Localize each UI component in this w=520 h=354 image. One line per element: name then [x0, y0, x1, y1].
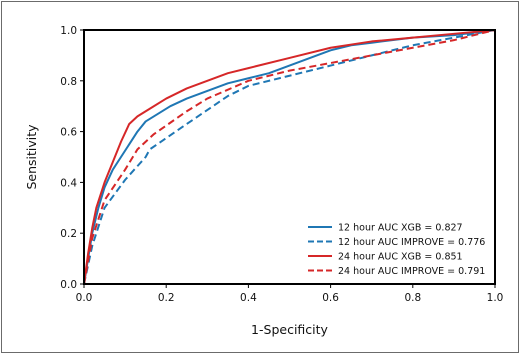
x-tick-label: 0.4 [240, 292, 257, 304]
x-tick-label: 0.6 [322, 292, 339, 304]
y-tick-label: 0.6 [60, 127, 77, 139]
y-tick-label: 1.0 [60, 25, 77, 37]
plot-area [83, 29, 496, 285]
x-tick-label: 0.8 [404, 292, 421, 304]
series-layer [83, 29, 496, 285]
series-line-4 [83, 29, 496, 285]
legend-label-1: 12 hour AUC XGB = 0.827 [338, 223, 463, 234]
legend-label-2: 12 hour AUC IMPROVE = 0.776 [338, 237, 485, 248]
legend-label-4: 24 hour AUC IMPROVE = 0.791 [338, 266, 485, 277]
legend-label-3: 24 hour AUC XGB = 0.851 [338, 252, 463, 263]
y-tick-label: 0.0 [60, 279, 77, 291]
x-axis-label: 1-Specificity [251, 322, 328, 337]
x-tick-label: 0.0 [76, 292, 93, 304]
y-axis-label: Sensitivity [24, 124, 39, 190]
series-line-2 [83, 29, 496, 285]
x-tick-label: 0.2 [158, 292, 175, 304]
series-line-3 [83, 29, 496, 285]
y-tick-label: 0.4 [60, 177, 77, 189]
x-tick-label: 1.0 [487, 292, 504, 304]
y-tick-label: 0.2 [60, 228, 77, 240]
ticks-layer: 0.0 0.2 0.4 0.6 0.8 1.0 0.0 0.2 0.4 0.6 0.8 1.0 [60, 25, 503, 304]
y-tick-label: 0.8 [60, 76, 77, 88]
legend: 12 hour AUC XGB = 0.827 12 hour AUC IMPRO… [308, 223, 485, 277]
